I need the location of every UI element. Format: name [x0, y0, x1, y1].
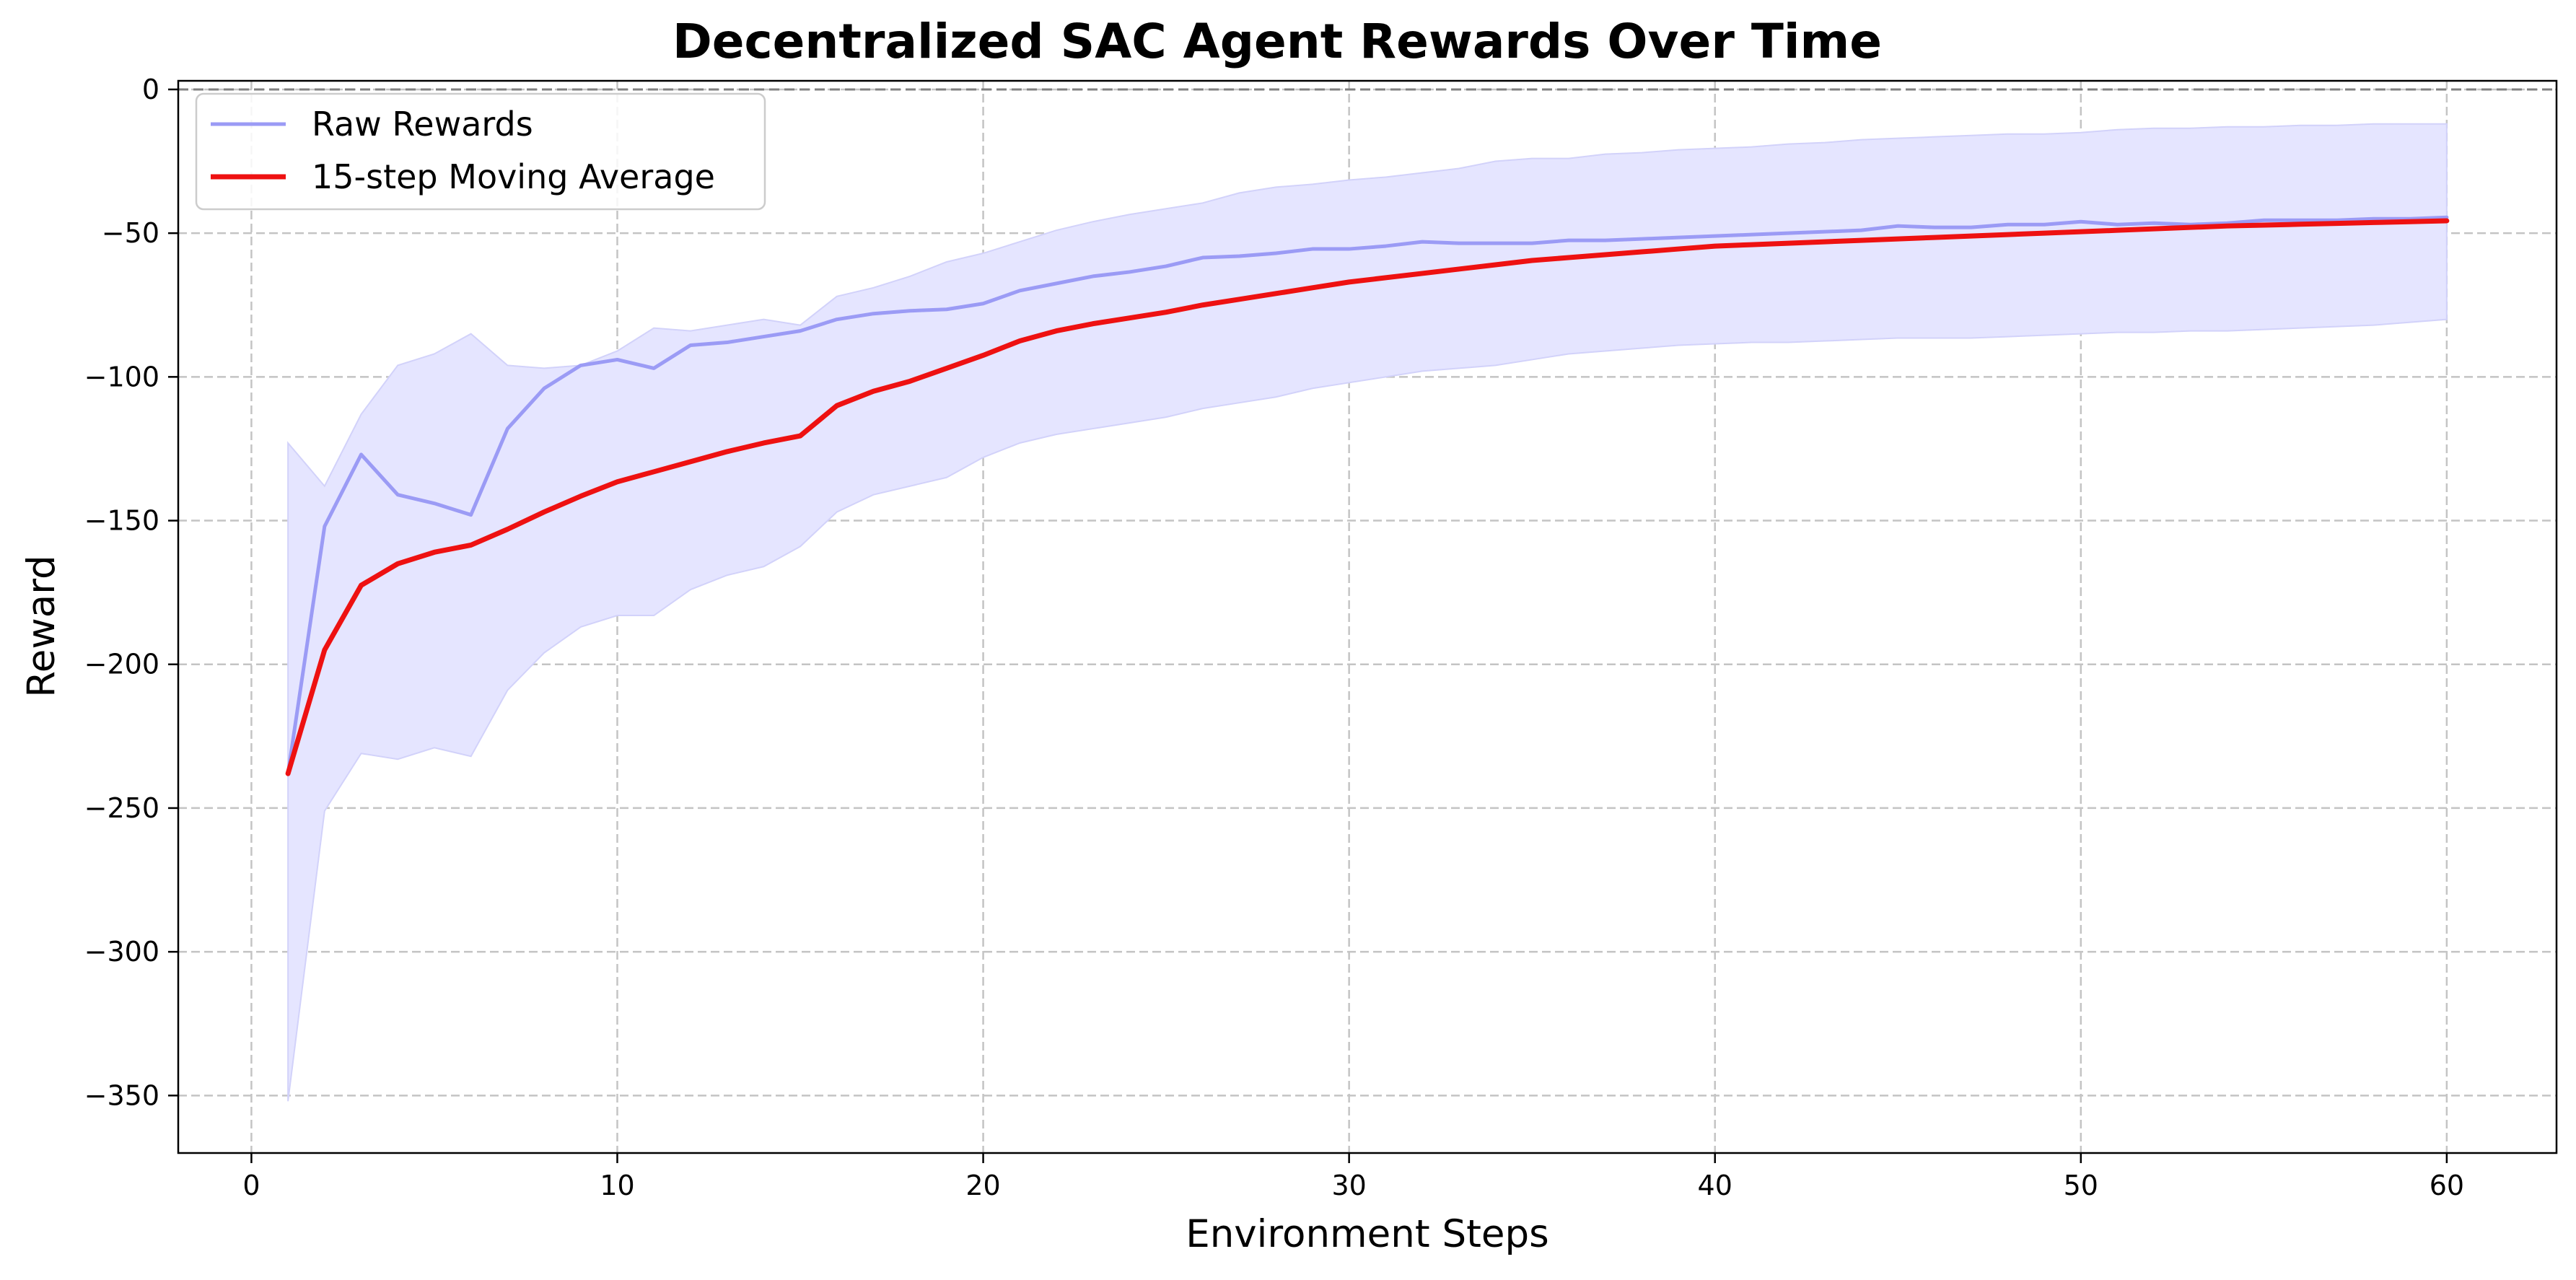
y-tick-label: −100 — [84, 361, 159, 393]
y-axis-ticks: 0 −50 −100 −150 −200 −250 −300 −350 — [84, 74, 178, 1111]
x-tick-label: 50 — [2064, 1170, 2098, 1201]
y-tick-label: −350 — [84, 1079, 159, 1111]
y-tick-label: −200 — [84, 649, 159, 680]
legend-label-moving-average: 15-step Moving Average — [312, 157, 715, 196]
confidence-band — [287, 123, 2448, 1102]
x-axis-ticks: 0 10 20 30 40 50 60 — [242, 1153, 2464, 1201]
x-tick-label: 20 — [965, 1170, 1000, 1201]
confidence-band-area — [287, 123, 2448, 1102]
x-tick-label: 60 — [2430, 1170, 2464, 1201]
plot-area-frame — [177, 79, 2558, 1154]
y-axis-label: Reward — [19, 555, 63, 697]
y-tick-label: 0 — [142, 74, 159, 105]
legend-box — [195, 92, 766, 211]
moving-average-line — [285, 218, 2450, 776]
y-tick-label: −150 — [84, 505, 159, 537]
x-tick-label: 40 — [1698, 1170, 1732, 1201]
x-tick-label: 10 — [600, 1170, 634, 1201]
y-tick-label: −300 — [84, 936, 159, 968]
legend: Raw Rewards 15-step Moving Average — [195, 92, 766, 211]
y-tick-label: −250 — [84, 792, 159, 824]
x-axis-label: Environment Steps — [1186, 1212, 1549, 1256]
series-lines — [285, 215, 2450, 776]
x-tick-label: 0 — [242, 1170, 260, 1201]
x-tick-label: 30 — [1331, 1170, 1366, 1201]
raw-rewards-line — [286, 215, 2449, 776]
legend-label-raw-rewards: Raw Rewards — [312, 105, 533, 144]
y-tick-label: −50 — [102, 217, 159, 249]
chart-title: Decentralized SAC Agent Rewards Over Tim… — [673, 14, 1882, 69]
